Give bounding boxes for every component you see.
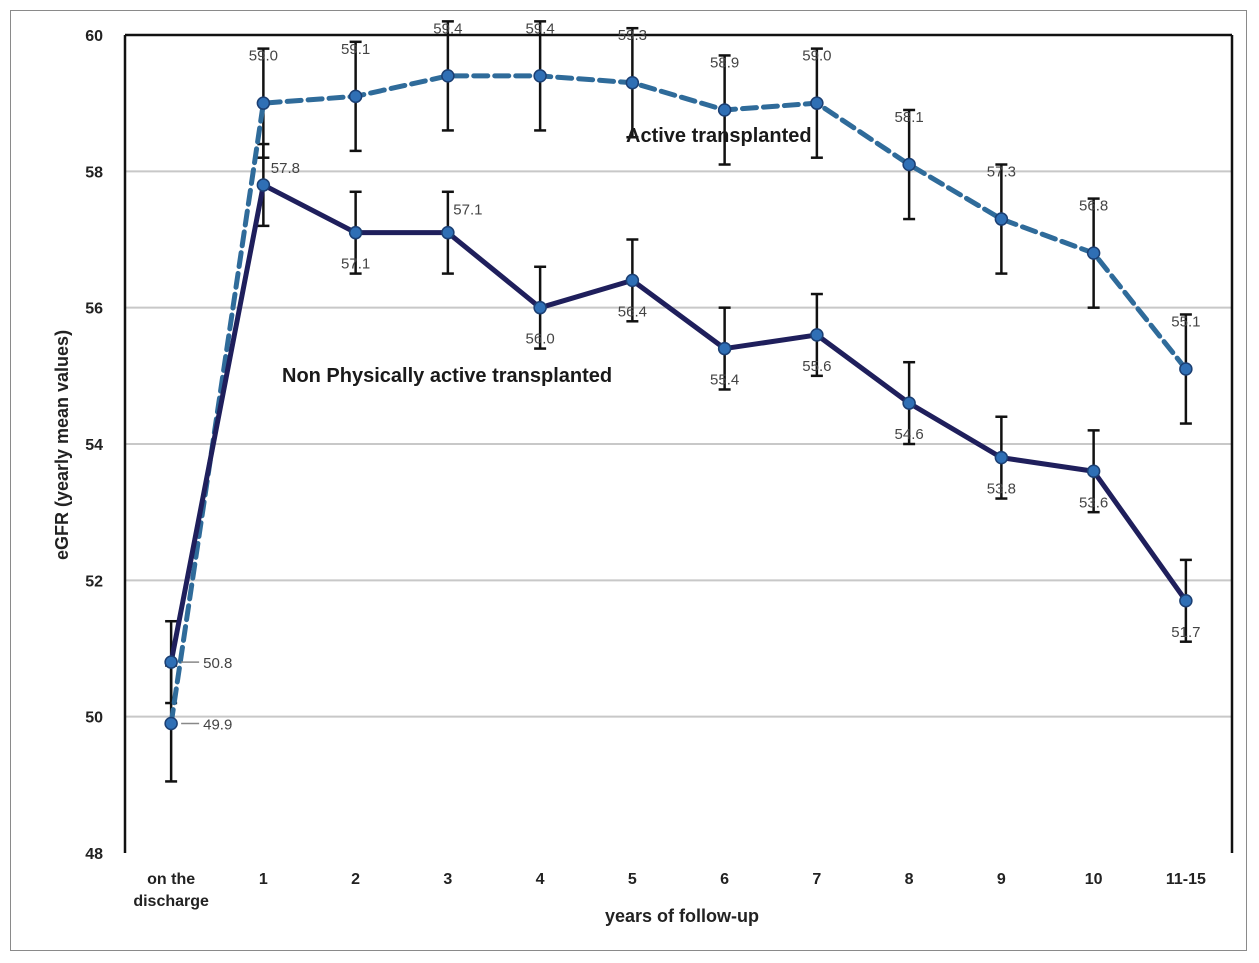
data-point — [994, 450, 1009, 465]
x-tick-label: 2 — [351, 871, 360, 888]
y-tick-label: 58 — [85, 164, 103, 181]
data-label: 51.7 — [1171, 624, 1200, 641]
y-tick-label: 56 — [85, 301, 103, 318]
data-label: 58.9 — [710, 54, 739, 71]
data-point — [533, 300, 547, 315]
data-label: 53.6 — [1079, 494, 1108, 511]
data-label: 59.4 — [433, 20, 462, 37]
x-tick-label: 8 — [905, 871, 914, 888]
data-label: 56.4 — [618, 303, 647, 320]
data-label: 57.3 — [987, 164, 1016, 181]
data-label: 59.1 — [341, 41, 370, 58]
data-label: 59.4 — [526, 20, 555, 37]
data-point — [717, 103, 732, 117]
x-tick-label: 10 — [1085, 871, 1103, 888]
data-label: 59.3 — [618, 27, 647, 44]
y-tick-label: 60 — [85, 28, 103, 45]
data-label: 56.8 — [1079, 198, 1108, 215]
data-point — [348, 225, 363, 240]
data-label: 54.6 — [895, 426, 924, 443]
data-label: 55.4 — [710, 372, 739, 389]
data-point — [902, 157, 916, 172]
data-label: 55.1 — [1171, 313, 1200, 330]
data-point — [625, 273, 640, 288]
x-tick-label: 6 — [720, 871, 729, 888]
data-point — [164, 655, 178, 669]
data-point — [810, 328, 824, 342]
x-tick-label: 11-15 — [1166, 871, 1206, 888]
y-tick-label: 50 — [85, 710, 103, 727]
data-labels: 49.9 59.0 59.1 59.4 59.4 59.3 58.9 59.0 58.1 57.3… — [181, 20, 1200, 733]
data-label: 55.6 — [802, 358, 831, 375]
data-point — [164, 716, 178, 731]
data-point — [1086, 246, 1101, 260]
series-lines — [168, 73, 1189, 726]
x-tick-label: 9 — [997, 871, 1006, 888]
series-line-active — [168, 73, 1189, 726]
data-point — [810, 96, 824, 110]
chart-frame — [10, 10, 1247, 951]
series-name-active: Active transplanted — [626, 125, 812, 147]
data-label: 59.0 — [802, 48, 831, 65]
x-tick-label: 5 — [628, 871, 637, 888]
data-label: 57.1 — [453, 202, 482, 219]
data-point — [1086, 464, 1101, 479]
data-point — [441, 225, 455, 240]
y-tick-labels: 48 50 52 54 56 58 60 — [85, 28, 103, 863]
series-line-non-active — [168, 182, 1189, 665]
data-point — [348, 89, 363, 104]
data-label: 59.0 — [249, 48, 278, 65]
data-point — [1179, 594, 1193, 608]
x-axis-title: years of follow-up — [605, 906, 759, 926]
data-point — [533, 69, 547, 83]
axes — [123, 33, 1234, 853]
data-label: 56.0 — [526, 331, 555, 348]
y-tick-label: 52 — [85, 573, 103, 590]
data-label: 49.9 — [203, 716, 232, 733]
data-point — [1179, 362, 1193, 376]
data-point — [625, 75, 640, 90]
data-point — [256, 178, 271, 192]
data-label: 50.8 — [203, 655, 232, 672]
data-point — [717, 341, 732, 356]
data-label: 57.8 — [271, 160, 300, 177]
data-point — [902, 396, 916, 410]
x-tick-labels: on the discharge 1 2 3 4 5 6 7 8 9 10 11-15 — [133, 871, 1206, 910]
x-tick-label: on the discharge — [133, 871, 209, 910]
data-point — [441, 69, 455, 83]
x-tick-label: 7 — [812, 871, 821, 888]
data-point — [256, 96, 271, 110]
gridlines — [125, 170, 1232, 718]
data-point — [994, 212, 1009, 226]
y-tick-label: 48 — [85, 846, 103, 863]
y-tick-label: 54 — [85, 437, 103, 454]
x-tick-label: 4 — [536, 871, 545, 888]
y-axis-title: eGFR (yearly mean values) — [52, 330, 72, 560]
series-name-non-active: Non Physically active transplanted — [282, 365, 612, 387]
x-tick-label: 1 — [259, 871, 268, 888]
data-label: 53.8 — [987, 481, 1016, 498]
data-points — [164, 69, 1193, 731]
x-tick-label: 3 — [443, 871, 452, 888]
data-label: 57.1 — [341, 256, 370, 273]
data-label: 58.1 — [895, 109, 924, 126]
